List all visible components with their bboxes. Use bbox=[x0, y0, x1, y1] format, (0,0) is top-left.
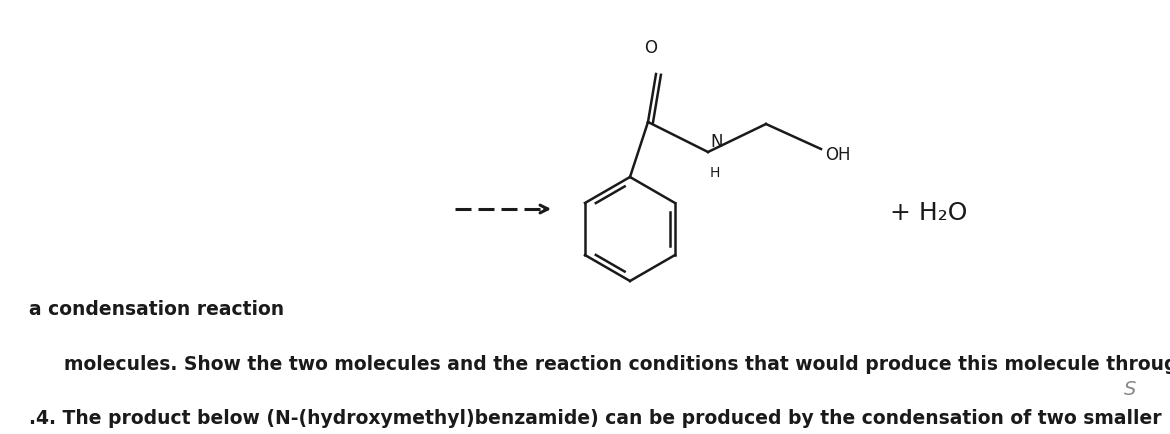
Text: H: H bbox=[710, 166, 721, 180]
Text: OH: OH bbox=[825, 146, 851, 164]
Text: O: O bbox=[645, 39, 658, 57]
Text: a condensation reaction: a condensation reaction bbox=[29, 299, 284, 319]
Text: + H₂O: + H₂O bbox=[890, 201, 968, 224]
Text: .4. The product below (N-(hydroxymethyl)benzamide) can be produced by the conden: .4. The product below (N-(hydroxymethyl)… bbox=[29, 408, 1162, 427]
Text: S: S bbox=[1124, 380, 1136, 398]
Text: N: N bbox=[710, 133, 723, 151]
Text: molecules. Show the two molecules and the reaction conditions that would produce: molecules. Show the two molecules and th… bbox=[64, 354, 1170, 373]
